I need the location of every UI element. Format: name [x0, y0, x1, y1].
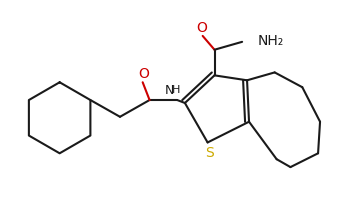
Text: S: S: [205, 146, 214, 160]
Text: H: H: [172, 85, 180, 95]
Text: O: O: [196, 21, 207, 35]
Text: O: O: [138, 67, 149, 81]
Text: NH₂: NH₂: [258, 34, 284, 48]
Text: N: N: [165, 84, 174, 97]
